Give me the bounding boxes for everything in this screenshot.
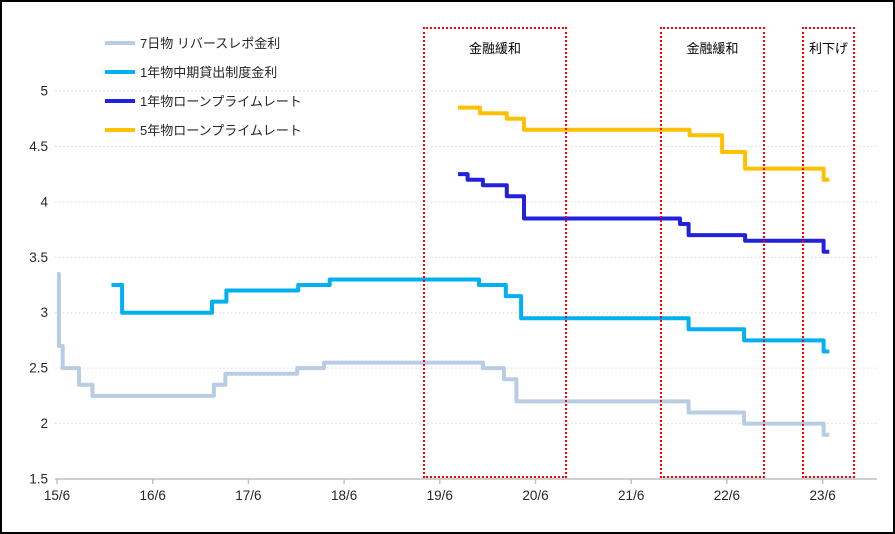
legend-item: 1年物中期貸出制度金利	[105, 57, 302, 86]
annotation-label: 金融緩和	[686, 41, 739, 56]
x-tick-label: 17/6	[235, 488, 261, 503]
x-tick-label: 18/6	[331, 488, 357, 503]
x-tick-label: 21/6	[618, 488, 644, 503]
x-tick-label: 22/6	[714, 488, 740, 503]
series-line-7d-reverse-repo	[56, 271, 830, 437]
x-tick-label: 23/6	[809, 488, 835, 503]
annotation-label: 利下げ	[808, 41, 848, 56]
series-line-1y-mlf	[111, 277, 830, 354]
x-tick-label: 15/6	[44, 488, 70, 503]
legend-line-swatch	[105, 98, 135, 103]
legend-item: 5年物ローンプライムレート	[105, 115, 302, 144]
legend-label: 1年物ローンプライムレート	[140, 94, 302, 109]
legend-label: 5年物ローンプライムレート	[140, 123, 302, 138]
annotation-label: 金融緩和	[468, 41, 521, 56]
legend-label: 7日物 リバースレポ金利	[140, 36, 281, 51]
y-tick-label: 4	[40, 194, 48, 209]
legend-label: 1年物中期貸出制度金利	[140, 65, 278, 80]
y-tick-label: 3	[40, 305, 48, 320]
series-line-1y-lpr	[458, 172, 830, 254]
x-tick-label: 20/6	[522, 488, 548, 503]
legend: 7日物 リバースレポ金利 1年物中期貸出制度金利 1年物ローンプライムレート 5年物ロ…	[105, 28, 302, 144]
y-tick-label: 5	[40, 83, 48, 98]
x-tick-label: 16/6	[140, 488, 166, 503]
y-tick-label: 1.5	[29, 472, 48, 487]
legend-item: 7日物 リバースレポ金利	[105, 28, 302, 57]
legend-line-swatch	[105, 127, 135, 132]
annotation-box: 利下げ	[802, 27, 855, 478]
y-tick-label: 2.5	[29, 361, 48, 376]
legend-line-swatch	[105, 40, 135, 45]
legend-line-swatch	[105, 69, 135, 74]
legend-item: 1年物ローンプライムレート	[105, 86, 302, 115]
x-tick-label: 19/6	[427, 488, 453, 503]
annotation-box: 金融緩和	[423, 27, 567, 478]
y-tick-label: 3.5	[29, 250, 48, 265]
annotation-box: 金融緩和	[660, 27, 765, 478]
y-tick-label: 2	[40, 416, 48, 431]
series-line-5y-lpr	[458, 105, 830, 182]
y-tick-label: 4.5	[29, 139, 48, 154]
